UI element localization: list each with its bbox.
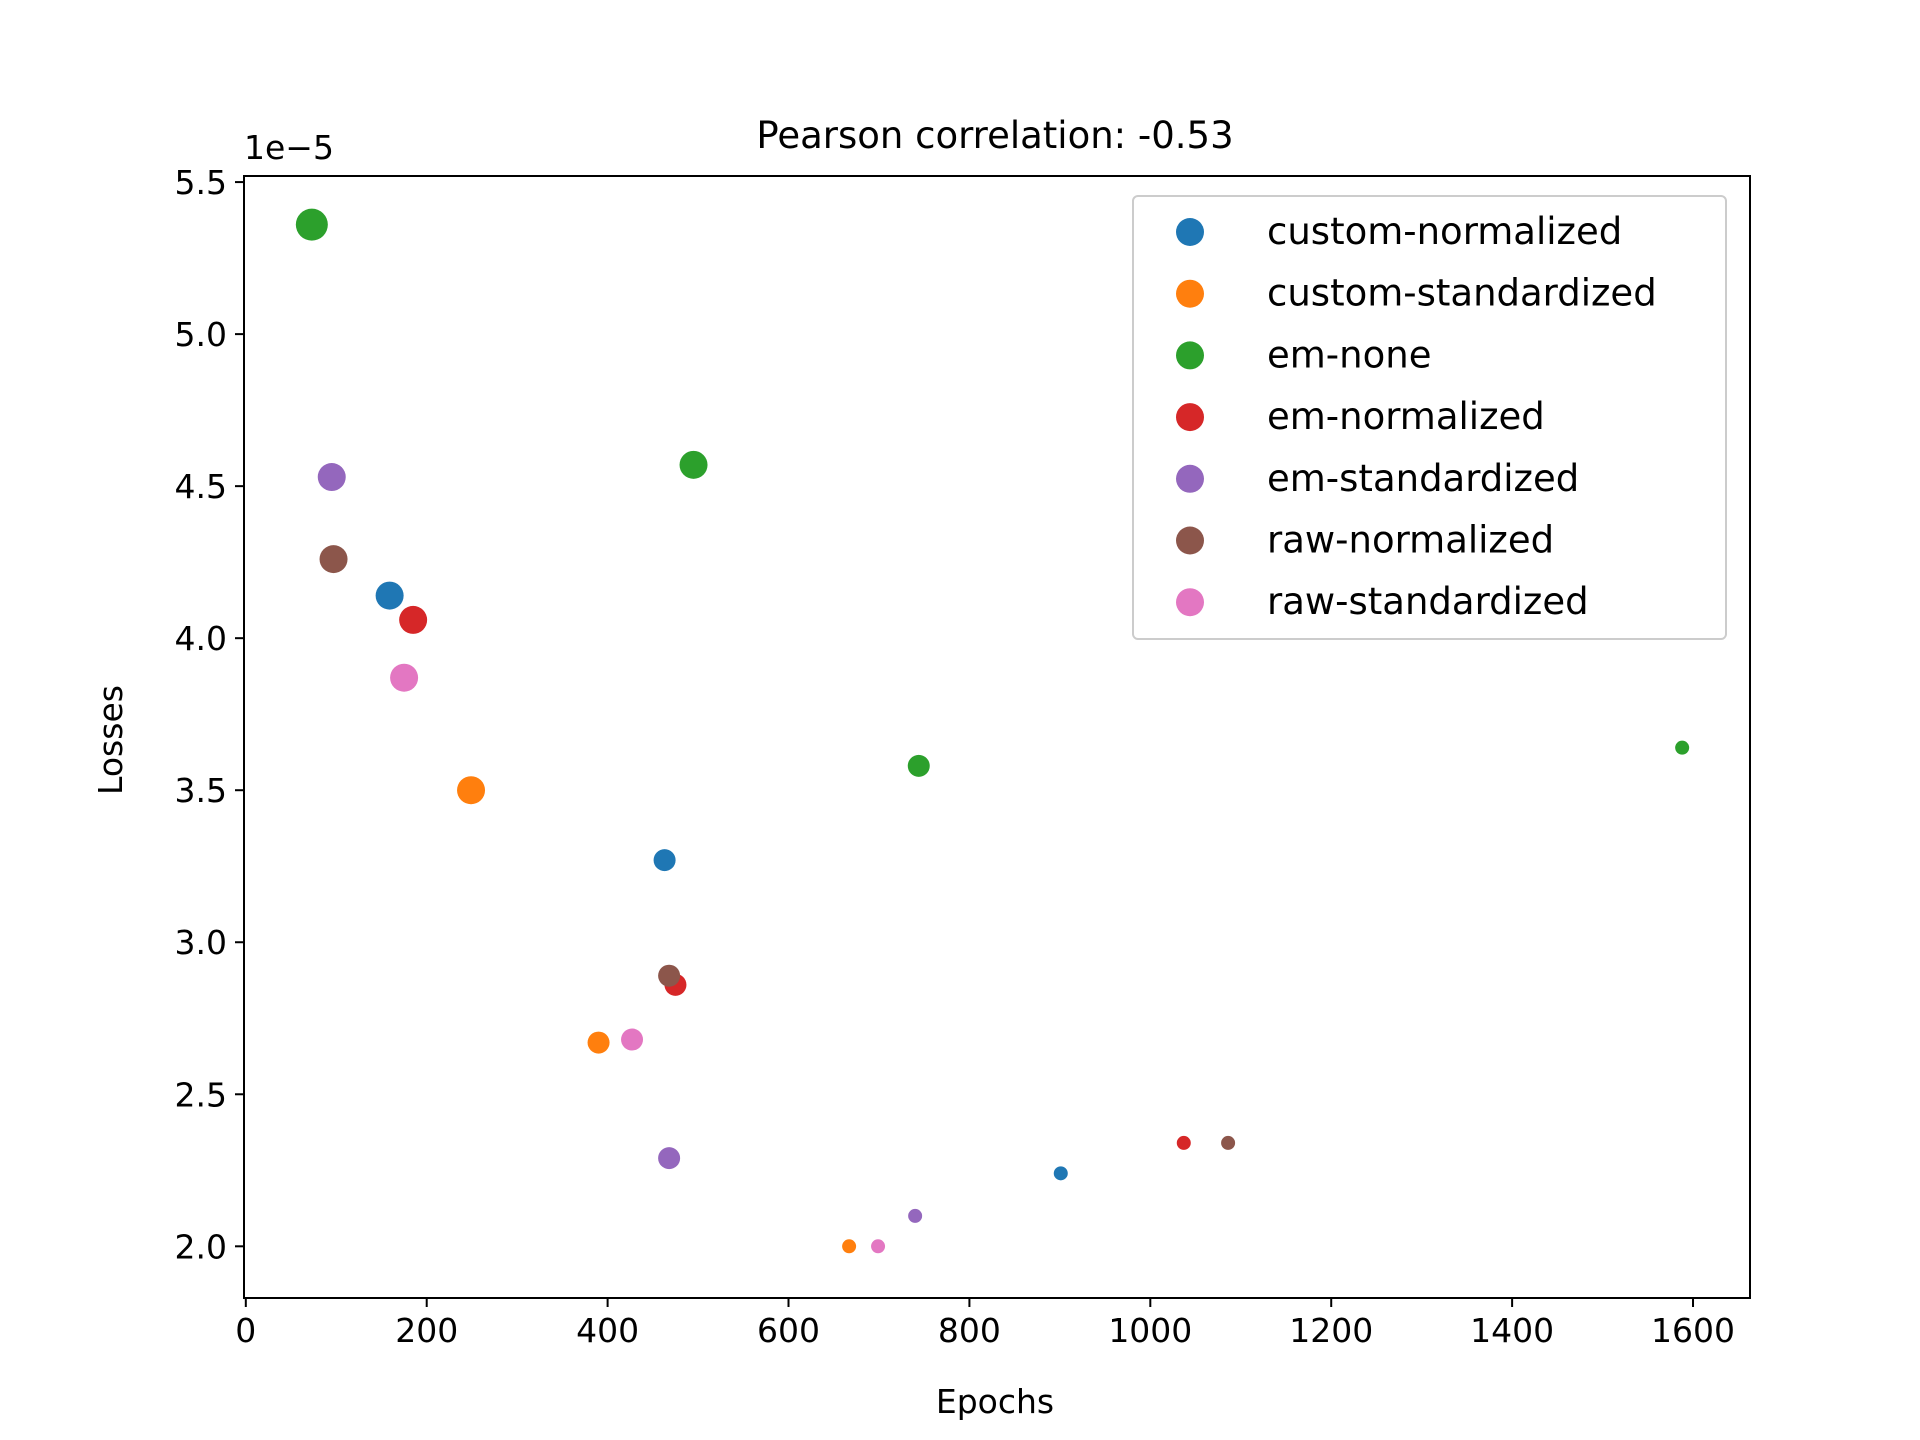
series-em-standardized [317,463,923,1223]
legend-entry: raw-normalized [1176,519,1554,562]
chart-title: Pearson correlation: -0.53 [756,114,1233,157]
data-point [1221,1135,1236,1150]
legend-entry: raw-standardized [1176,580,1589,623]
data-point [658,964,681,987]
legend-marker [1176,218,1204,246]
y-axis-label: Losses [91,685,130,795]
plot-frame [243,175,1751,1299]
legend-marker [1176,341,1204,370]
legend-box [1132,195,1727,640]
legend-label: raw-normalized [1267,519,1554,562]
data-point [908,1208,923,1223]
x-tick-label: 1000 [1108,1311,1192,1350]
x-tick-label: 0 [235,1311,256,1350]
data-point [399,605,428,634]
data-point [907,754,930,777]
legend-label: em-normalized [1267,395,1545,438]
legend-marker [1176,464,1204,493]
legend-entry: custom-standardized [1176,272,1657,315]
legend-entry: em-none [1176,333,1431,376]
legend: custom-normalized custom-standardized em-n… [1132,195,1727,640]
legend-marker [1176,526,1204,555]
y-tick-label: 4.0 [175,619,227,658]
data-point [390,663,419,692]
legend-marker [1176,588,1204,617]
data-point [317,463,346,492]
y-axis-offset-label: 1e−5 [244,128,334,167]
data-point [1675,740,1690,755]
data-point [842,1239,857,1254]
data-point [621,1028,644,1051]
y-tick-label: 3.0 [175,923,227,962]
legend-entry: em-normalized [1176,395,1545,438]
data-point [319,545,348,574]
x-tick-label: 1600 [1651,1311,1735,1350]
legend-label: em-none [1267,333,1431,376]
y-tick-label: 3.5 [175,771,227,810]
y-tick-label: 2.5 [175,1075,227,1114]
legend-marker [1176,279,1204,308]
legend-label: em-standardized [1267,457,1579,500]
x-tick-label: 400 [576,1311,639,1350]
series-raw-standardized [390,663,886,1254]
legend-marker [1176,403,1204,432]
legend-label: custom-normalized [1267,210,1622,253]
series-em-none [295,208,1690,777]
data-point [457,776,486,805]
data-point [1053,1166,1068,1181]
plot-area [295,208,1690,1254]
x-tick-label: 1400 [1470,1311,1554,1350]
x-tick-label: 200 [395,1311,458,1350]
x-axis-label: Epochs [936,1382,1054,1421]
legend-label: raw-standardized [1267,580,1589,623]
series-raw-normalized [319,545,1236,1150]
data-point [871,1239,886,1254]
data-point [587,1031,610,1054]
y-tick-label: 4.5 [175,467,227,506]
data-point [1176,1135,1191,1150]
x-tick-label: 1200 [1289,1311,1373,1350]
data-point [658,1147,681,1170]
x-tick-label: 600 [757,1311,820,1350]
series-custom-standardized [457,776,857,1254]
legend-entry: em-standardized [1176,457,1579,500]
data-point [295,208,328,241]
y-tick-label: 2.0 [175,1227,227,1266]
y-axis: 2.0 2.5 3.0 3.5 4.0 4.5 5.0 5.5 [175,163,244,1266]
x-axis: 0 200 400 600 800 1000 1200 1400 1600 [235,1298,1735,1350]
x-tick-label: 800 [938,1311,1001,1350]
series-custom-normalized [375,581,1068,1181]
y-tick-label: 5.5 [175,163,227,202]
data-point [375,581,404,610]
data-point [653,849,676,872]
legend-entry: custom-normalized [1176,210,1622,253]
y-tick-label: 5.0 [175,315,227,354]
legend-label: custom-standardized [1267,272,1657,315]
data-point [679,450,708,479]
